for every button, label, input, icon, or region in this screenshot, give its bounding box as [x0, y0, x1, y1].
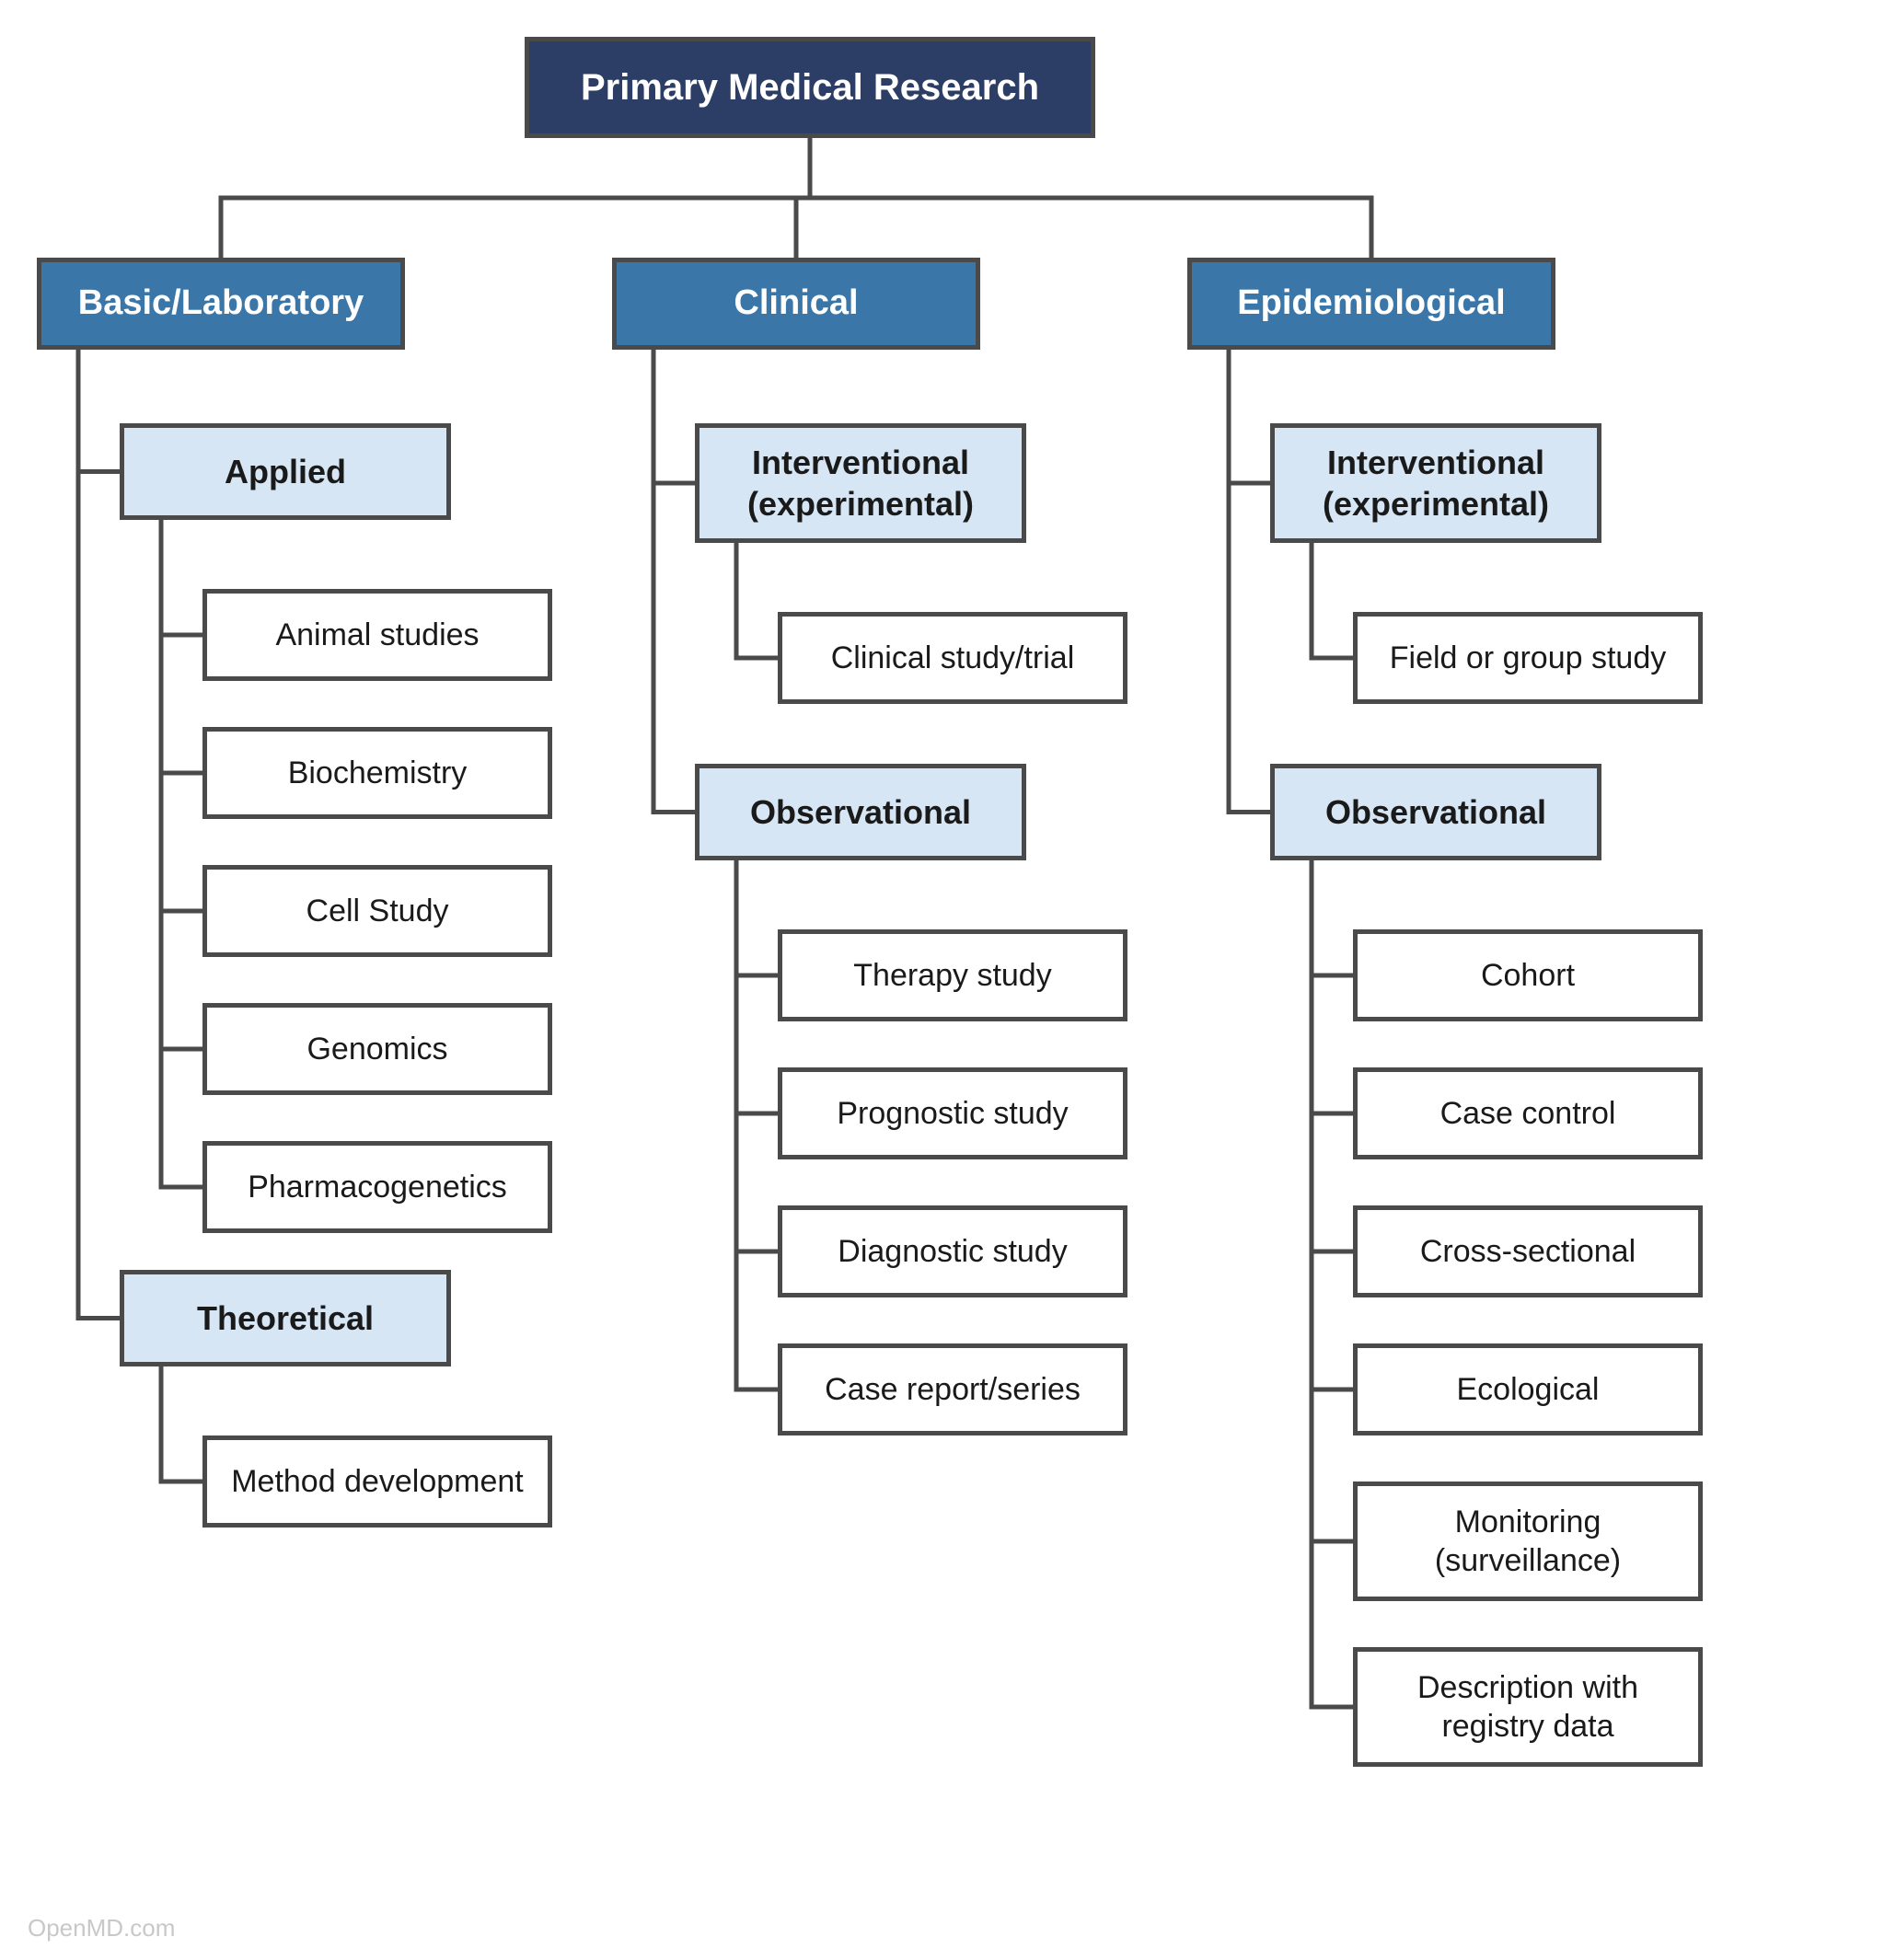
node-applied: Applied — [120, 423, 451, 520]
node-a3: Cell Study — [202, 865, 552, 957]
node-eo6: Description with registry data — [1353, 1647, 1703, 1767]
node-e1: Field or group study — [1353, 612, 1703, 704]
node-clin: Clinical — [612, 258, 980, 350]
node-eo5: Monitoring (surveillance) — [1353, 1482, 1703, 1601]
node-eo3: Cross-sectional — [1353, 1205, 1703, 1297]
node-root: Primary Medical Research — [525, 37, 1095, 138]
node-cint: Interventional (experimental) — [695, 423, 1026, 543]
node-c1: Clinical study/trial — [778, 612, 1127, 704]
node-eo2: Case control — [1353, 1067, 1703, 1159]
node-cobs: Observational — [695, 764, 1026, 860]
node-co4: Case report/series — [778, 1343, 1127, 1435]
node-theo: Theoretical — [120, 1270, 451, 1366]
node-co2: Prognostic study — [778, 1067, 1127, 1159]
node-a2: Biochemistry — [202, 727, 552, 819]
attribution-text: OpenMD.com — [28, 1914, 175, 1943]
node-a1: Animal studies — [202, 589, 552, 681]
node-a5: Pharmacogenetics — [202, 1141, 552, 1233]
node-eobs: Observational — [1270, 764, 1601, 860]
node-eint: Interventional (experimental) — [1270, 423, 1601, 543]
node-eo1: Cohort — [1353, 929, 1703, 1021]
node-t1: Method development — [202, 1435, 552, 1528]
node-basic: Basic/Laboratory — [37, 258, 405, 350]
node-a4: Genomics — [202, 1003, 552, 1095]
node-eo4: Ecological — [1353, 1343, 1703, 1435]
node-epi: Epidemiological — [1187, 258, 1555, 350]
node-co3: Diagnostic study — [778, 1205, 1127, 1297]
node-co1: Therapy study — [778, 929, 1127, 1021]
